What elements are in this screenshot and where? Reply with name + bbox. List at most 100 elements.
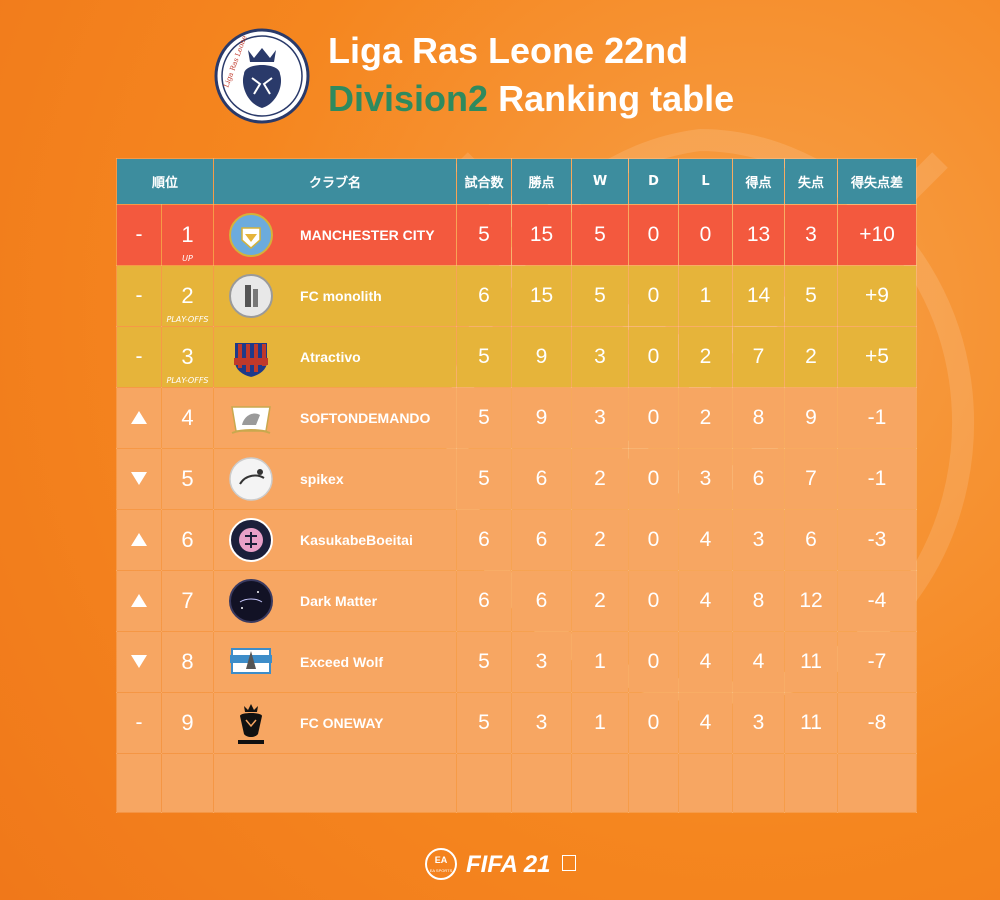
position-cell: 8 [160, 631, 215, 693]
losses-cell: 2 [678, 387, 734, 449]
position-cell: 5 [160, 448, 215, 510]
svg-text:EA: EA [435, 855, 448, 865]
played-cell: 5 [456, 326, 513, 388]
zone-label: PLAY-OFFS [166, 376, 209, 385]
kasukabeboeitai-crest-icon [228, 517, 274, 563]
position-cell: 2 PLAY-OFFS [160, 265, 215, 327]
fc-oneway-crest-icon [228, 700, 274, 746]
dark-matter-crest-icon [228, 578, 274, 624]
goal-difference-cell: +5 [837, 326, 918, 388]
draws-cell: 0 [628, 265, 680, 327]
goals-against-cell: 5 [784, 265, 839, 327]
points-cell: 3 [511, 631, 573, 693]
goal-difference-cell: -4 [837, 570, 918, 632]
club-cell: Atractivo [213, 326, 458, 388]
goals-for-cell: 4 [732, 631, 786, 693]
page-title-line1: Liga Ras Leone 22nd [328, 30, 689, 71]
goals-against-cell: 11 [784, 692, 839, 754]
club-name: Atractivo [300, 349, 361, 365]
goals-for-cell: 13 [732, 204, 786, 266]
played-cell: 5 [456, 448, 513, 510]
table-row: -3 PLAY-OFFS Atractivo 5 9 3 0 2 7 2 +5 [116, 326, 918, 388]
trend-cell [116, 631, 162, 693]
empty-row [116, 753, 918, 813]
fifa-brand-text: FIFA 21 [466, 851, 551, 878]
losses-cell: 0 [678, 204, 734, 266]
club-name: spikex [300, 471, 344, 487]
goal-difference-cell: -1 [837, 448, 918, 510]
trend-cell [116, 387, 162, 449]
trend-cell [116, 509, 162, 571]
trend-cell: - [116, 265, 162, 327]
trend-neutral-text: - [135, 223, 143, 246]
played-cell: 5 [456, 387, 513, 449]
column-header-played: 試合数 [456, 158, 513, 205]
table-row: 7 Dark Matter 6 6 2 0 4 8 12 -4 [116, 570, 918, 632]
table-row: 4 SOFTONDEMANDO 5 9 3 0 2 8 9 -1 [116, 387, 918, 449]
played-cell: 5 [456, 631, 513, 693]
points-cell: 15 [511, 265, 573, 327]
ea-sports-logo-icon: EA EA SPORTS [425, 848, 457, 880]
wins-cell: 2 [571, 448, 630, 510]
goal-difference-cell: +9 [837, 265, 918, 327]
goals-for-cell: 8 [732, 570, 786, 632]
losses-cell: 4 [678, 509, 734, 571]
column-header-wins: W [571, 158, 630, 205]
wins-cell: 1 [571, 631, 630, 693]
goals-for-cell: 3 [732, 692, 786, 754]
table-row: 5 spikex 5 6 2 0 3 6 7 -1 [116, 448, 918, 510]
table-row: 8 Exceed Wolf 5 3 1 0 4 4 11 -7 [116, 631, 918, 693]
page-header: Liga Ras Leone Liga Ras Leone 22nd Divis… [0, 20, 1000, 140]
position-number: 5 [181, 466, 194, 491]
goals-against-cell: 3 [784, 204, 839, 266]
trend-neutral-text: - [135, 711, 143, 734]
trend-neutral-text: - [135, 284, 143, 307]
goals-against-cell: 7 [784, 448, 839, 510]
column-header-goal-difference: 得失点差 [837, 158, 918, 205]
club-cell: Exceed Wolf [213, 631, 458, 693]
position-number: 1 [181, 222, 194, 247]
trend-down-icon [131, 655, 147, 668]
goal-difference-cell: +10 [837, 204, 918, 266]
club-cell: KasukabeBoeitai [213, 509, 458, 571]
played-cell: 6 [456, 570, 513, 632]
manchester-city-crest-icon [228, 212, 274, 258]
position-number: 6 [181, 527, 194, 552]
trend-down-icon [131, 472, 147, 485]
goals-against-cell: 6 [784, 509, 839, 571]
club-cell: FC monolith [213, 265, 458, 327]
page-title-line2: Division2 Ranking table [328, 78, 734, 120]
column-header-losses: L [678, 158, 734, 205]
club-name: Dark Matter [300, 593, 378, 609]
club-cell: SOFTONDEMANDO [213, 387, 458, 449]
club-name: Exceed Wolf [300, 654, 384, 670]
trend-cell [116, 448, 162, 510]
column-header-goals-for: 得点 [732, 158, 786, 205]
position-cell: 4 [160, 387, 215, 449]
league-logo-icon: Liga Ras Leone [214, 28, 310, 124]
played-cell: 6 [456, 265, 513, 327]
draws-cell: 0 [628, 448, 680, 510]
column-header-points: 勝点 [511, 158, 573, 205]
goal-difference-cell: -7 [837, 631, 918, 693]
club-cell: MANCHESTER CITY [213, 204, 458, 266]
atractivo-crest-icon [228, 334, 274, 380]
column-header-rank: 順位 [115, 158, 215, 205]
column-header-club: クラブ名 [213, 158, 458, 205]
goals-for-cell: 7 [732, 326, 786, 388]
goals-for-cell: 6 [732, 448, 786, 510]
position-number: 9 [181, 710, 194, 735]
points-cell: 9 [511, 387, 573, 449]
zone-label: UP [182, 254, 193, 263]
position-cell: 7 [160, 570, 215, 632]
losses-cell: 3 [678, 448, 734, 510]
fifa-mark-icon [562, 855, 576, 871]
trend-cell: - [116, 326, 162, 388]
position-cell: 6 [160, 509, 215, 571]
club-cell: Dark Matter [213, 570, 458, 632]
club-name: FC monolith [300, 288, 382, 304]
trend-cell [116, 570, 162, 632]
draws-cell: 0 [628, 387, 680, 449]
fc-monolith-crest-icon [228, 273, 274, 319]
goals-against-cell: 12 [784, 570, 839, 632]
